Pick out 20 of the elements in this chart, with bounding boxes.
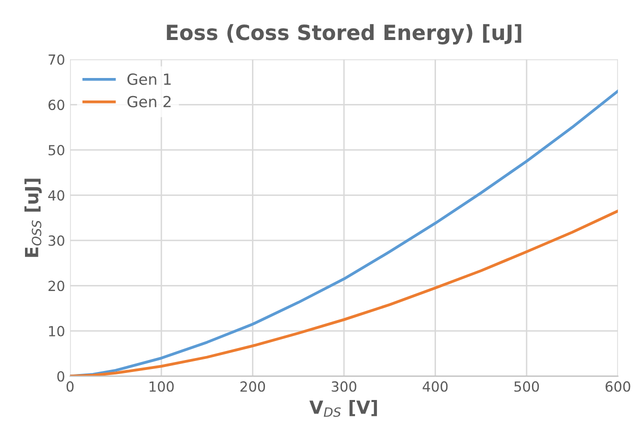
x-tick-label: 300 bbox=[332, 381, 356, 392]
y-tick-label: 50 bbox=[48, 144, 64, 156]
y-tick-label: 40 bbox=[48, 190, 64, 201]
y-tick-label: 60 bbox=[48, 100, 64, 110]
y-tick-label: 10 bbox=[49, 326, 64, 336]
legend-label: Gen 2 bbox=[127, 96, 171, 108]
chart-title: Eoss (Coss Stored Energy) [uJ] bbox=[166, 24, 522, 44]
y-tick-label: 70 bbox=[48, 54, 64, 65]
y-axis-title: E$_{OSS}$ [uJ] bbox=[24, 178, 42, 257]
y-tick-label: 20 bbox=[48, 280, 64, 292]
x-tick-label: 400 bbox=[422, 381, 448, 392]
x-tick-label: 600 bbox=[606, 381, 630, 392]
x-tick-label: 500 bbox=[514, 381, 539, 392]
x-axis-title: V$_{DS}$ [V] bbox=[309, 400, 377, 417]
legend-label: Gen 1 bbox=[127, 73, 171, 85]
x-tick-label: 200 bbox=[240, 381, 266, 392]
y-tick-label: 30 bbox=[48, 235, 64, 246]
x-tick-label: 0 bbox=[66, 381, 74, 392]
x-tick-label: 100 bbox=[150, 381, 174, 392]
y-tick-label: 0 bbox=[57, 371, 64, 382]
